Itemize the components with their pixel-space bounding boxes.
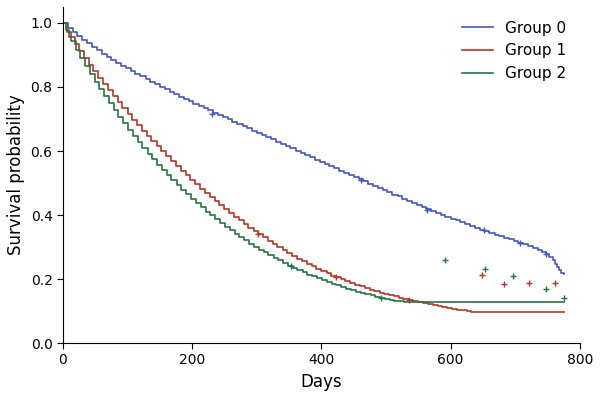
Line: Group 1: Group 1 — [63, 23, 564, 312]
Group 0 — [142, 76, 149, 81]
Group 1 — [172, 164, 179, 168]
Group 0 — [472, 225, 479, 230]
Group 1 — [250, 228, 257, 233]
Group 2 — [434, 300, 442, 305]
Group 1 — [489, 309, 496, 314]
Line: Group 0: Group 0 — [63, 23, 564, 274]
Group 2 — [560, 300, 568, 305]
Group 0 — [112, 60, 119, 65]
X-axis label: Days: Days — [301, 373, 342, 391]
Group 1 — [496, 309, 503, 314]
Group 2 — [299, 270, 306, 275]
Group 0 — [59, 21, 67, 25]
Group 2 — [401, 300, 408, 305]
Group 1 — [119, 106, 126, 111]
Legend: Group 0, Group 1, Group 2: Group 0, Group 1, Group 2 — [456, 15, 572, 87]
Group 2 — [212, 217, 219, 222]
Group 2 — [554, 300, 561, 305]
Line: Group 2: Group 2 — [63, 23, 564, 302]
Group 1 — [560, 309, 568, 314]
Group 2 — [59, 21, 67, 25]
Group 1 — [468, 309, 475, 314]
Group 0 — [560, 272, 568, 277]
Group 1 — [448, 306, 455, 311]
Group 0 — [302, 153, 309, 158]
Group 0 — [505, 237, 512, 242]
Group 0 — [556, 268, 563, 273]
Group 2 — [313, 276, 320, 281]
Y-axis label: Survival probability: Survival probability — [7, 95, 25, 256]
Group 2 — [541, 300, 548, 305]
Group 1 — [59, 21, 67, 25]
